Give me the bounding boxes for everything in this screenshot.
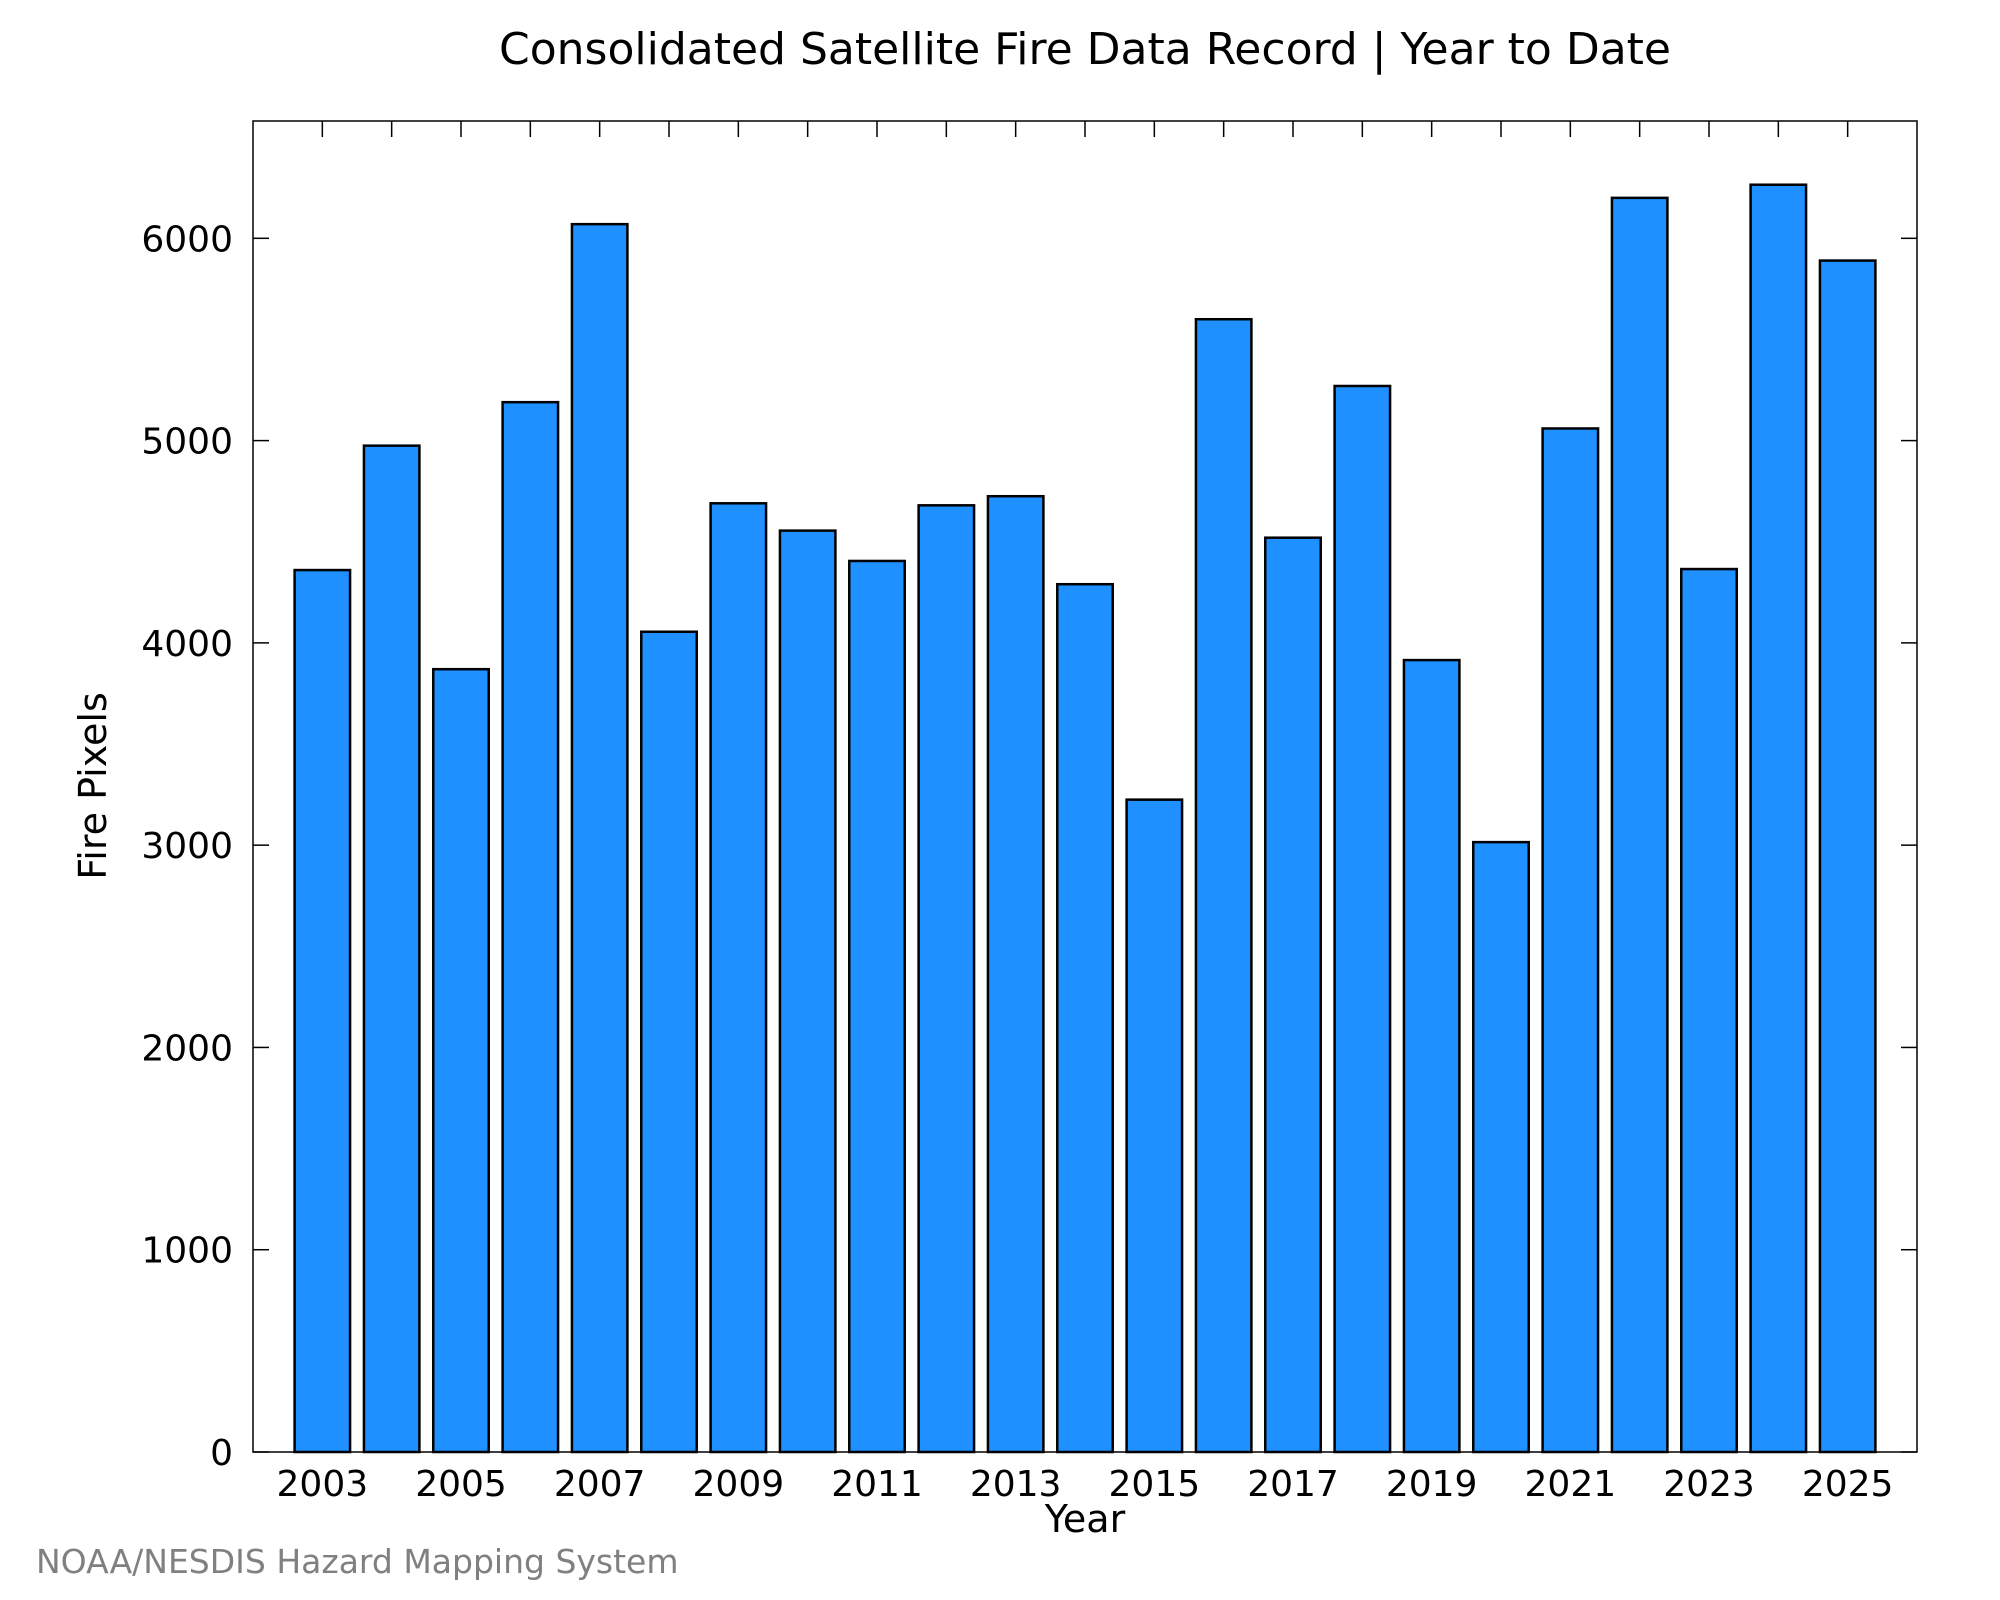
y-tick-label: 3000 (141, 826, 233, 867)
x-axis-label: Year (1044, 1497, 1126, 1541)
x-tick-label: 2009 (693, 1464, 785, 1505)
x-tick-label: 2003 (277, 1464, 369, 1505)
x-tick-label: 2023 (1663, 1464, 1755, 1505)
bar-2013 (986, 494, 1045, 1454)
y-tick-label: 0 (210, 1433, 233, 1474)
bar-2015 (1125, 798, 1184, 1454)
y-axis-label: Fire Pixels (71, 692, 115, 880)
x-tick-label: 2011 (831, 1464, 923, 1505)
y-tick-label: 4000 (141, 624, 233, 665)
bar-2014 (1056, 582, 1114, 1454)
y-axis: 0 1000 2000 3000 4000 5000 6000 (141, 219, 1917, 1474)
bar-2010 (778, 529, 837, 1454)
bar-2006 (501, 400, 560, 1454)
x-tick-label: 2007 (554, 1464, 646, 1505)
y-tick-label: 1000 (141, 1231, 233, 1272)
bar-2009 (709, 502, 768, 1454)
x-tick-label: 2015 (1109, 1464, 1201, 1505)
bar-2016 (1194, 317, 1253, 1454)
bar-2024 (1749, 183, 1808, 1454)
bar-2017 (1264, 536, 1322, 1454)
bar-2020 (1472, 840, 1530, 1454)
x-tick-label: 2013 (970, 1464, 1062, 1505)
bar-2021 (1541, 427, 1600, 1454)
bar-2008 (640, 630, 698, 1454)
bar-2011 (848, 559, 906, 1454)
bar-2003 (293, 568, 352, 1454)
bar-2025 (1818, 259, 1877, 1454)
bar-2022 (1610, 196, 1669, 1454)
y-tick-label: 6000 (141, 219, 233, 260)
bar-2004 (362, 444, 421, 1454)
x-tick-label: 2017 (1247, 1464, 1339, 1505)
bar-2005 (432, 667, 490, 1454)
x-tick-label: 2005 (415, 1464, 507, 1505)
bar-2018 (1333, 384, 1392, 1454)
chart-title: Consolidated Satellite Fire Data Record … (499, 24, 1671, 75)
bar-2007 (570, 222, 629, 1454)
source-credit: NOAA/NESDIS Hazard Mapping System (36, 1542, 679, 1581)
x-tick-label: 2025 (1802, 1464, 1894, 1505)
x-tick-label: 2019 (1386, 1464, 1478, 1505)
bar-2012 (917, 504, 976, 1454)
y-tick-label: 5000 (141, 422, 233, 463)
y-tick-label: 2000 (141, 1028, 233, 1069)
bar-2019 (1402, 658, 1461, 1454)
bar-series (293, 183, 1877, 1454)
x-tick-label: 2021 (1525, 1464, 1617, 1505)
bar-2023 (1680, 567, 1738, 1454)
x-axis: 2003 2005 2007 2009 2011 2013 2015 2017 2019 2021… (277, 121, 1894, 1505)
